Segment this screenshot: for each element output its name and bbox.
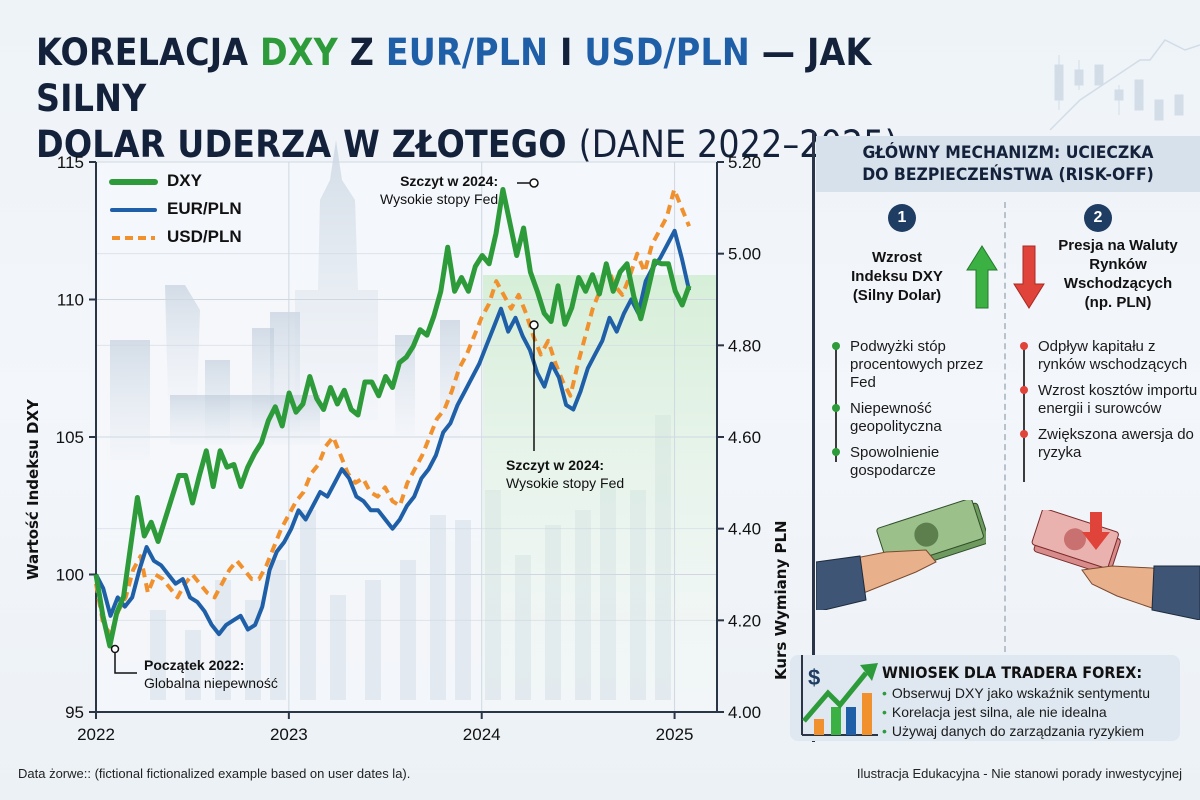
hand-with-pln-icon [1031, 510, 1200, 620]
mechanism-heading: GŁÓWNY MECHANIZM: UCIECZKA DO BEZPIECZEŃ… [816, 136, 1200, 192]
legend-label-usdpln: USD/PLN [167, 227, 242, 246]
step-2-bullets: Odpływ kapitału z rynków wschodzących Wz… [1020, 338, 1200, 482]
svg-text:4.60: 4.60 [728, 428, 761, 447]
chart-area: 95 100 105 110 115 4.00 4.20 4.40 4.60 4.80 5.00 5.… [0, 140, 810, 760]
svg-text:5.00: 5.00 [728, 245, 761, 264]
list-item: Zwiększona awersja do ryzyka [1020, 426, 1200, 462]
step-2-title: Presja na Waluty Rynków Wschodzących (np… [1058, 237, 1178, 311]
svg-text:4.40: 4.40 [728, 520, 761, 539]
arrow-down-icon [1013, 245, 1045, 309]
annotation-peak-2024-top: Szczyt w 2024: Wysokie stopy Fed [380, 173, 499, 207]
disclaimer: Ilustracja Edukacyjna - Nie stanowi pora… [856, 766, 1182, 781]
list-item: Wzrost kosztów importu energii i surowcó… [1020, 382, 1200, 418]
list-item: • Używaj danych do zarządzania ryzykiem [882, 723, 1145, 739]
dollar-symbol: $ [808, 665, 820, 690]
svg-text:115: 115 [57, 153, 84, 172]
svg-text:2025: 2025 [656, 725, 694, 744]
title-line-1: KORELACJA DXY Z EUR/PLN I USD/PLN — JAK … [36, 31, 872, 120]
page-title: KORELACJA DXY Z EUR/PLN I USD/PLN — JAK … [36, 30, 990, 168]
list-item: • Obserwuj DXY jako wskaźnik sentymentu [882, 685, 1150, 701]
eurpln-line [94, 228, 692, 637]
title-eurpln: EUR/PLN [385, 31, 549, 74]
mechanism-panel: GŁÓWNY MECHANIZM: UCIECZKA DO BEZPIECZEŃ… [812, 132, 1200, 742]
svg-text:4.00: 4.00 [728, 703, 761, 722]
panel-border [812, 132, 815, 742]
legend-label-eurpln: EUR/PLN [167, 199, 242, 218]
arrow-up-icon [966, 245, 998, 309]
svg-text:110: 110 [57, 291, 84, 310]
annotation-markers [110, 178, 539, 674]
svg-text:2023: 2023 [270, 725, 308, 744]
svg-text:105: 105 [56, 428, 84, 447]
column-divider [1004, 202, 1006, 652]
hand-with-dollars-icon [816, 500, 986, 610]
step-2-badge: 2 [1084, 204, 1112, 232]
usdpln-line [94, 187, 691, 637]
dxy-line [93, 187, 692, 649]
list-item: Niepewność geopolityczna [832, 400, 992, 436]
trader-takeaway-box: $ WNIOSEK DLA TRADERA FOREX: • Obserwuj D… [790, 655, 1180, 741]
svg-text:4.80: 4.80 [728, 336, 761, 355]
line-chart: 95 100 105 110 115 4.00 4.20 4.40 4.60 4.80 5.00 5.… [56, 140, 761, 744]
step-1-bullets: Podwyżki stóp procentowych przez Fed Nie… [832, 338, 992, 488]
list-item: • Korelacja jest silna, ale nie idealna [882, 704, 1107, 720]
svg-text:2024: 2024 [463, 725, 501, 744]
svg-text:5.20: 5.20 [728, 153, 761, 172]
y-axis-left-title: Wartość Indeksu DXY [24, 399, 42, 580]
svg-text:2022: 2022 [77, 725, 115, 744]
legend [109, 179, 158, 240]
svg-text:4.20: 4.20 [728, 611, 761, 630]
title-dxy: DXY [260, 31, 338, 74]
growth-chart-icon: $ [801, 655, 878, 736]
title-usdpln: USD/PLN [584, 31, 750, 74]
step-1-title: Wzrost Indeksu DXY (Silny Dolar) [851, 249, 943, 304]
highlight-2024-area [483, 275, 717, 712]
annotation-peak-2024-mid: Szczyt w 2024: Wysokie stopy Fed [506, 457, 625, 491]
svg-text:95: 95 [65, 703, 84, 722]
data-source-note: Data żorwe:: (fictional fictionalized ex… [18, 766, 411, 781]
step-1-badge: 1 [888, 204, 916, 232]
list-item: Podwyżki stóp procentowych przez Fed [832, 338, 992, 392]
background-candlestick-decoration [1049, 39, 1200, 131]
svg-text:100: 100 [56, 566, 84, 585]
annotation-start-2022: Początek 2022: Globalna niepewność [144, 657, 278, 691]
y-axis-right-title: Kurs Wymiany PLN [772, 520, 790, 680]
list-item: Spowolnienie gospodarcze [832, 444, 992, 480]
list-item: Odpływ kapitału z rynków wschodzących [1020, 338, 1200, 374]
takeaway-title: WNIOSEK DLA TRADERA FOREX: [882, 663, 1143, 682]
legend-label-dxy: DXY [167, 171, 202, 190]
